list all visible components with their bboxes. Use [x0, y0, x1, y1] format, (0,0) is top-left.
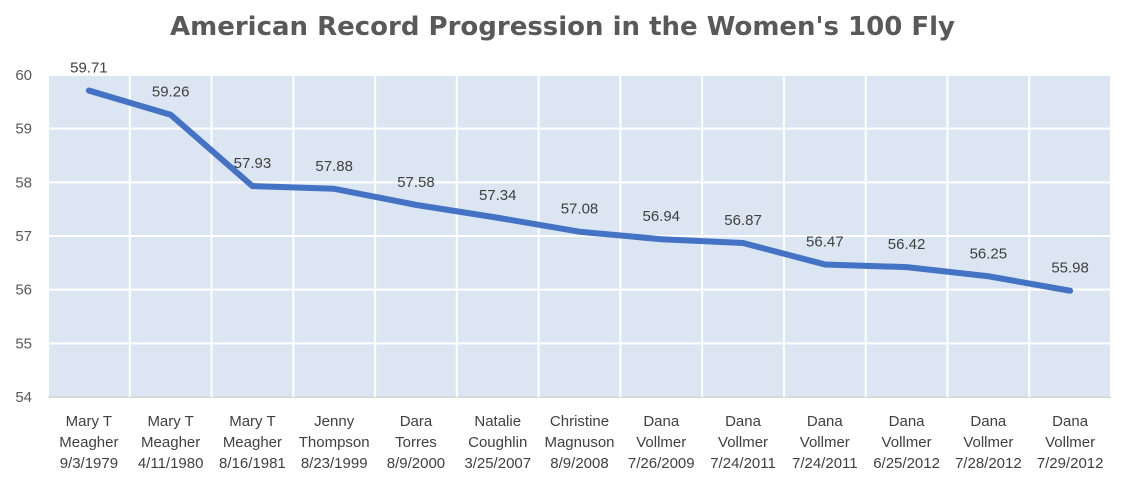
x-tick-label: Dana Vollmer 6/25/2012 [873, 413, 940, 472]
x-tick-label: Mary T Meagher 9/3/1979 [59, 413, 118, 472]
data-label: 57.88 [315, 158, 353, 175]
data-labels: 59.71 59.26 57.93 57.88 57.58 57.34 57.08 56.94… [70, 60, 1089, 277]
data-label: 56.87 [724, 212, 762, 229]
data-label: 57.93 [234, 155, 272, 172]
series [85, 87, 1074, 294]
data-label: 56.25 [970, 245, 1008, 262]
data-label: 57.58 [397, 174, 435, 191]
data-label: 57.34 [479, 187, 517, 204]
x-tick-label: Dana Vollmer 7/29/2012 [1037, 413, 1104, 472]
data-label: 55.98 [1051, 260, 1089, 277]
data-label: 56.47 [806, 233, 844, 250]
y-tick-label: 59 [15, 121, 32, 138]
y-tick-label: 58 [15, 174, 32, 191]
y-tick-label: 60 [15, 67, 32, 84]
x-tick-label: Jenny Thompson 8/23/1999 [299, 413, 370, 472]
x-tick-label: Natalie Coughlin 3/25/2007 [464, 413, 531, 472]
y-tick-label: 55 [15, 335, 32, 352]
y-axis: 54 55 56 57 58 59 60 [15, 67, 32, 406]
series-line [85, 87, 1074, 294]
data-label: 56.94 [642, 208, 680, 225]
data-label: 59.26 [152, 84, 190, 101]
x-tick-label: Dana Vollmer 7/24/2011 [710, 413, 776, 472]
data-label: 57.08 [561, 201, 599, 218]
data-label: 56.42 [888, 236, 926, 253]
x-axis: Mary T Meagher 9/3/1979 Mary T Meagher 4/11/1… [59, 413, 1103, 472]
x-tick-label: Christine Magnuson 8/9/2008 [544, 413, 614, 472]
x-tick-label: Dana Vollmer 7/24/2011 [792, 413, 858, 472]
y-tick-label: 56 [15, 282, 32, 299]
y-tick-label: 57 [15, 228, 32, 245]
chart-title: American Record Progression in the Women… [170, 12, 955, 42]
x-tick-label: Mary T Meagher 8/16/1981 [219, 413, 286, 472]
y-tick-label: 54 [15, 389, 32, 406]
x-tick-label: Dana Vollmer 7/26/2009 [628, 413, 695, 472]
x-tick-label: Dana Vollmer 7/28/2012 [955, 413, 1022, 472]
x-tick-label: Dara Torres 8/9/2000 [387, 413, 445, 472]
gridlines [47, 74, 1112, 398]
data-label: 59.71 [70, 60, 108, 77]
x-tick-label: Mary T Meagher 4/11/1980 [138, 413, 204, 472]
